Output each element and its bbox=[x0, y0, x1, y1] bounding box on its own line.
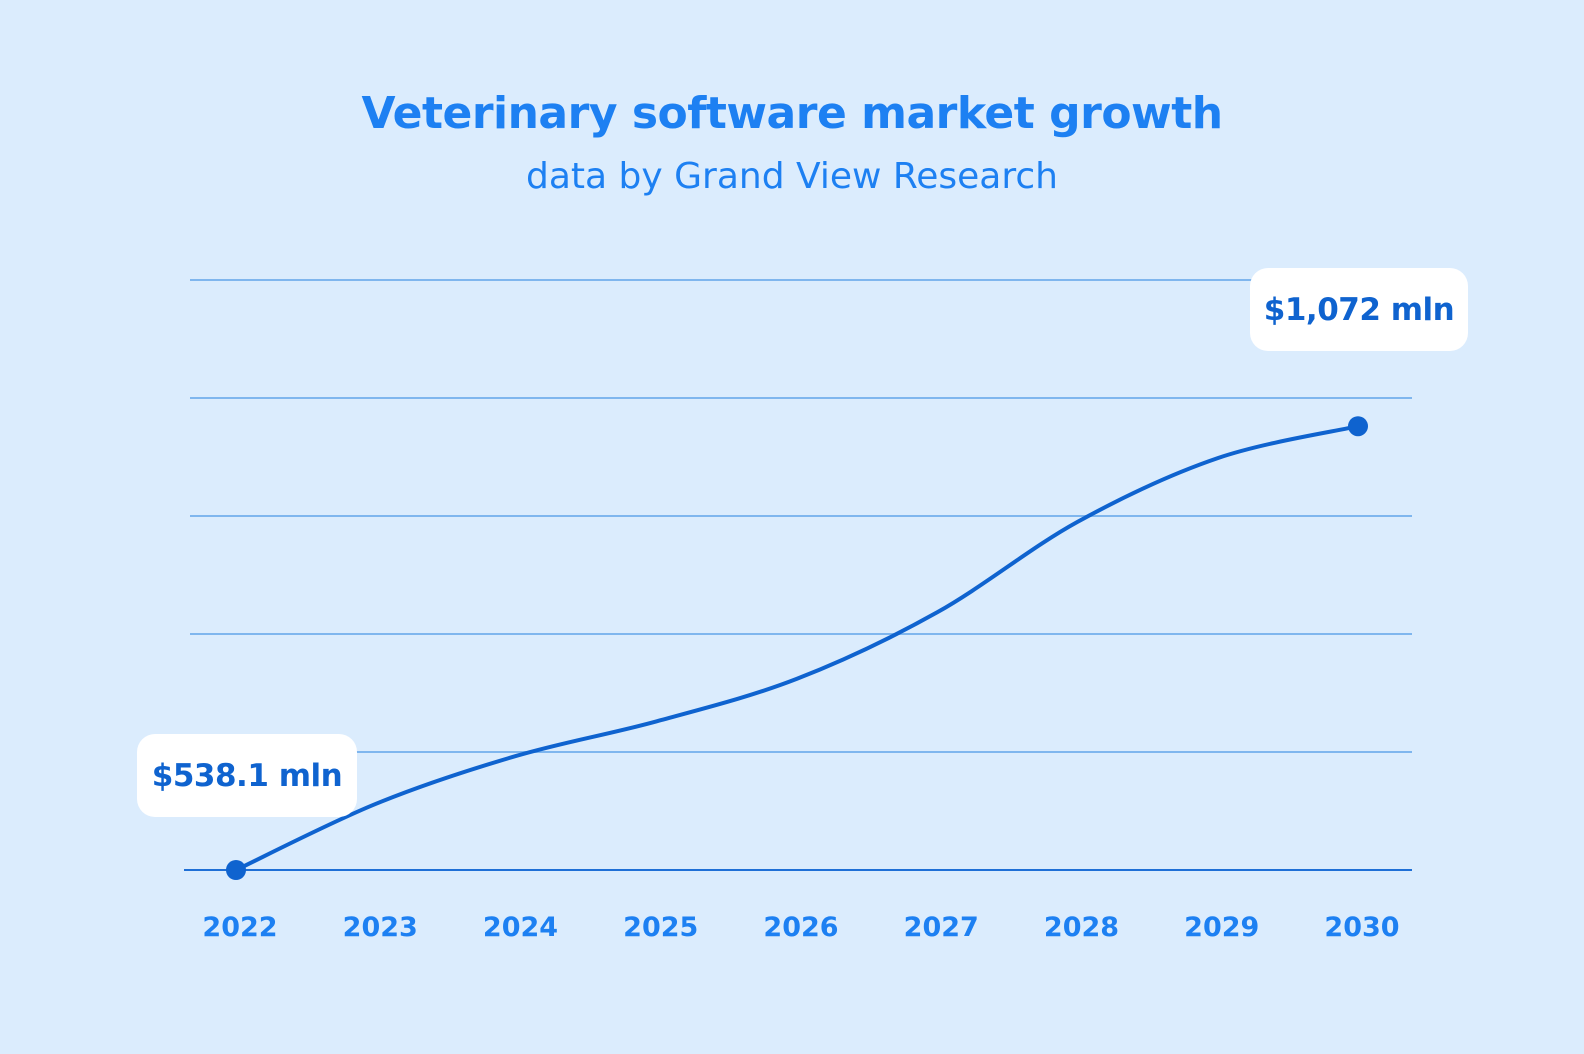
x-tick-label: 2030 bbox=[1324, 912, 1399, 943]
x-tick-label: 2029 bbox=[1184, 912, 1259, 943]
x-tick-label: 2028 bbox=[1044, 912, 1119, 943]
data-point-marker bbox=[226, 860, 246, 880]
x-tick-label: 2027 bbox=[904, 912, 979, 943]
series-line bbox=[234, 424, 1360, 872]
x-tick-label: 2024 bbox=[483, 912, 558, 943]
page-subtitle: data by Grand View Research bbox=[525, 156, 1058, 197]
x-tick-label: 2025 bbox=[623, 912, 698, 943]
x-axis-ticks: 2022 2023 2024 2025 2026 2027 2028 2029 2030 bbox=[202, 912, 1399, 943]
x-tick-label: 2022 bbox=[202, 912, 277, 943]
data-point-marker bbox=[1348, 416, 1368, 437]
x-tick-label: 2023 bbox=[343, 912, 418, 943]
start-value-callout: $538.1 mln bbox=[137, 734, 357, 817]
data-points bbox=[226, 416, 1368, 880]
x-tick-label: 2026 bbox=[763, 912, 838, 943]
page-title: Veterinary software market growth bbox=[361, 88, 1223, 139]
end-value-callout: $1,072 mln bbox=[1250, 268, 1468, 351]
grid-lines bbox=[184, 279, 1412, 871]
